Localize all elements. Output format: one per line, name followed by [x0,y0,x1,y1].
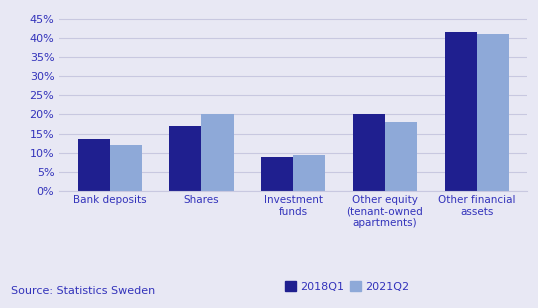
Bar [353,115,385,191]
Text: Source: Statistics Sweden: Source: Statistics Sweden [11,286,155,296]
Bar [201,115,233,191]
Bar [385,122,417,191]
Bar [169,126,201,191]
Bar [261,156,293,191]
Bar [110,145,142,191]
Bar [477,34,509,191]
Bar [444,32,477,191]
Legend: 2018Q1, 2021Q2: 2018Q1, 2021Q2 [280,277,414,296]
Bar [293,155,325,191]
Bar [77,139,110,191]
